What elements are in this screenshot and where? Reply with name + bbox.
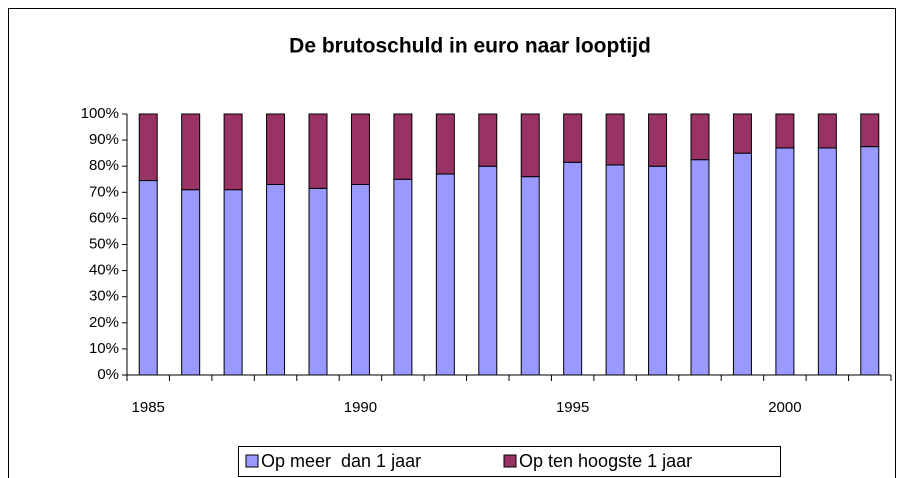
y-tick-label: 10% <box>89 340 119 357</box>
bar-segment <box>520 176 540 376</box>
bar-segment <box>690 113 710 161</box>
bar-segment <box>350 183 370 376</box>
bar-segment <box>181 189 201 376</box>
bar-segment <box>648 165 668 376</box>
y-tick-label: 100% <box>81 105 119 122</box>
bar-segment <box>860 146 880 376</box>
y-tick-label: 0% <box>97 366 119 383</box>
bar-segment <box>860 113 880 148</box>
bar-segment <box>648 113 668 167</box>
bar-segment <box>223 113 243 191</box>
x-tick-label: 2000 <box>768 399 801 416</box>
y-tick-label: 70% <box>89 183 119 200</box>
bar-segment <box>266 183 286 376</box>
x-tick-label: 1990 <box>344 399 377 416</box>
bar-segment <box>605 164 625 376</box>
x-tick-label: 1985 <box>132 399 165 416</box>
legend-swatch <box>245 454 259 468</box>
bar-segment <box>478 113 498 167</box>
legend-label: Op meer dan 1 jaar <box>261 451 421 471</box>
bar-segment <box>350 113 370 185</box>
y-tick-label: 80% <box>89 157 119 174</box>
bar-segment <box>393 113 413 180</box>
bar-segment <box>817 113 837 149</box>
y-tick-label: 40% <box>89 262 119 279</box>
bar-segment <box>605 113 625 166</box>
bar-segment <box>266 113 286 185</box>
y-tick-label: 30% <box>89 288 119 305</box>
y-tick-label: 50% <box>89 235 119 252</box>
y-tick-label: 60% <box>89 209 119 226</box>
bar-segment <box>393 178 413 376</box>
y-tick-label: 90% <box>89 131 119 148</box>
legend-label: Op ten hoogste 1 jaar <box>519 451 692 471</box>
bar-segment <box>435 173 455 376</box>
bar-segment <box>308 113 328 189</box>
y-tick-label: 20% <box>89 314 119 331</box>
bar-segment <box>435 113 455 175</box>
bar-segment <box>690 159 710 376</box>
bar-segment <box>520 113 540 178</box>
bar-segment <box>775 113 795 149</box>
bar-segment <box>308 187 328 376</box>
bar-segment <box>181 113 201 191</box>
chart-title: De brutoschuld in euro naar looptijd <box>289 35 651 58</box>
bar-segment <box>732 113 752 154</box>
legend-swatch <box>503 454 517 468</box>
bar-segment <box>138 113 158 182</box>
bar-segment <box>138 180 158 376</box>
x-tick-label: 1995 <box>556 399 589 416</box>
bar-segment <box>817 147 837 376</box>
bar-segment <box>563 161 583 376</box>
bar-segment <box>732 152 752 376</box>
bar-segment <box>775 147 795 376</box>
bar-segment <box>478 165 498 376</box>
bar-segment <box>223 189 243 376</box>
bar-segment <box>563 113 583 163</box>
